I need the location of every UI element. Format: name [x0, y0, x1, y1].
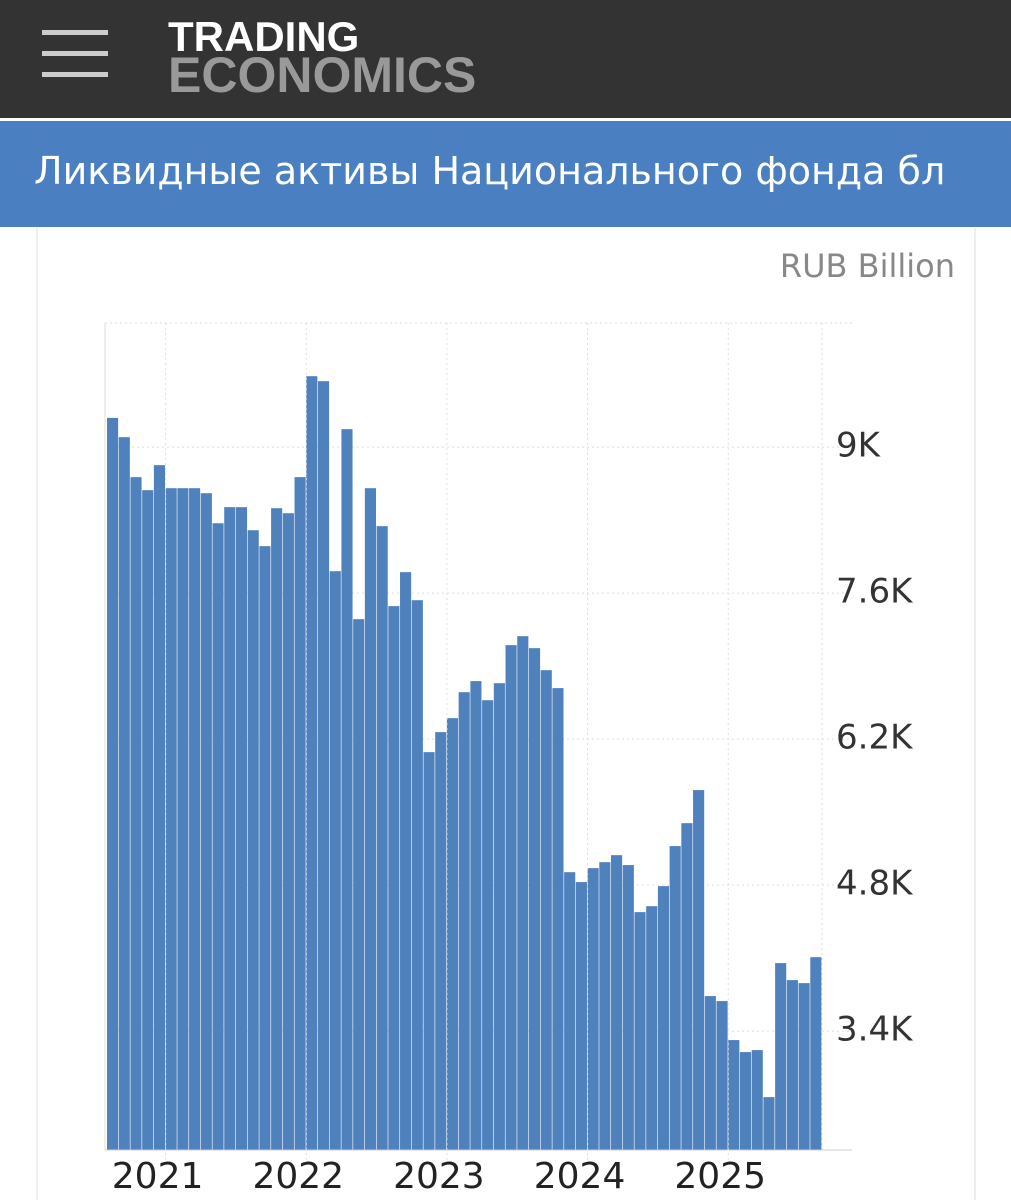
bar — [669, 846, 681, 1150]
menu-icon[interactable] — [40, 28, 110, 88]
bar — [411, 600, 423, 1150]
x-tick-label: 2022 — [252, 1156, 344, 1197]
bar — [564, 872, 576, 1150]
bar — [317, 381, 330, 1150]
bar — [657, 886, 670, 1150]
bar — [575, 882, 587, 1150]
bar — [739, 1052, 752, 1150]
bar — [751, 1050, 763, 1150]
bar — [634, 912, 646, 1150]
bar — [107, 417, 119, 1151]
bar — [470, 681, 482, 1150]
x-tick-label: 2024 — [534, 1156, 626, 1197]
bar — [400, 572, 412, 1150]
logo-bottom: ECONOMICS — [168, 47, 477, 103]
bar — [259, 546, 271, 1150]
bar — [599, 862, 611, 1150]
bar — [212, 523, 224, 1150]
y-tick-label: 7.6K — [836, 572, 914, 612]
chart-title: Ликвидные активы Национального фонда бл — [34, 149, 946, 193]
bar — [763, 1097, 775, 1150]
bar — [294, 477, 306, 1150]
bar — [435, 732, 447, 1150]
bar — [200, 493, 212, 1150]
logo-top: TRADING — [168, 13, 360, 60]
bar — [786, 980, 798, 1150]
unit-label: RUB Billion — [780, 247, 955, 285]
bar — [622, 865, 634, 1150]
title-band: Ликвидные активы Национального фонда бл — [0, 121, 1011, 227]
bar — [235, 507, 248, 1150]
bar — [646, 906, 658, 1150]
y-tick-label: 4.8K — [836, 864, 914, 904]
bar — [376, 526, 388, 1150]
y-tick-label: 6.2K — [836, 718, 914, 758]
bar — [118, 437, 130, 1150]
bar — [130, 477, 142, 1150]
bar — [528, 648, 541, 1150]
x-tick-label: 2025 — [674, 1156, 766, 1197]
bar — [306, 376, 318, 1150]
bar — [728, 1040, 740, 1150]
bar — [177, 488, 189, 1151]
bar — [353, 619, 365, 1150]
bar — [153, 465, 166, 1150]
bar — [693, 790, 705, 1150]
bar — [189, 488, 201, 1151]
x-tick-label: 2023 — [393, 1156, 485, 1197]
bar — [540, 670, 552, 1150]
bar — [165, 488, 177, 1151]
chart: RUB Billion 3.4K 4.8K 6.2K 7.6K 9K 2021 2022 20… — [36, 228, 976, 1200]
bar — [704, 996, 716, 1150]
bar — [247, 530, 259, 1150]
bar — [482, 700, 494, 1150]
bar — [517, 636, 529, 1150]
bar — [329, 571, 341, 1150]
bar — [611, 855, 623, 1150]
bar — [810, 957, 822, 1150]
bar — [423, 752, 435, 1150]
bar — [364, 488, 376, 1151]
bar — [446, 718, 459, 1150]
bar — [505, 645, 517, 1150]
logo[interactable]: TRADING ECONOMICS — [168, 13, 477, 103]
x-tick-label: 2021 — [112, 1156, 204, 1197]
y-tick-label: 3.4K — [836, 1010, 914, 1050]
bar — [282, 513, 294, 1150]
top-bar: TRADING ECONOMICS — [0, 0, 1011, 118]
bar — [716, 1001, 728, 1150]
bar — [388, 606, 400, 1150]
bar — [224, 507, 236, 1150]
bar — [458, 692, 470, 1150]
bar — [142, 490, 154, 1151]
bar — [493, 683, 505, 1150]
bar — [271, 508, 283, 1151]
y-tick-label: 9K — [836, 426, 882, 466]
bar — [587, 868, 599, 1150]
bar — [341, 429, 353, 1150]
bar — [681, 823, 693, 1150]
bar — [798, 983, 810, 1150]
bar — [775, 963, 787, 1150]
bar — [552, 688, 564, 1150]
